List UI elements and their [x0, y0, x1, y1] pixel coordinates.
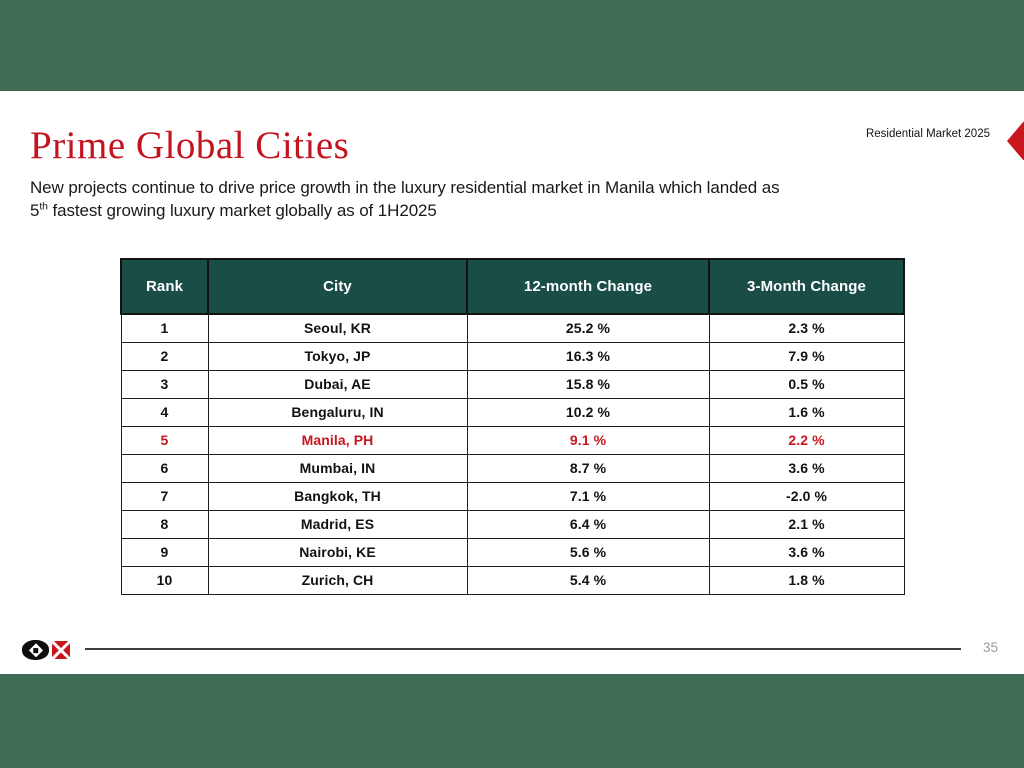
city-cell: Mumbai, IN [207, 453, 468, 483]
city-cell: Bangkok, TH [207, 481, 468, 511]
3month-change-cell: 3.6 % [708, 537, 905, 567]
column-header-12month-change: 12-month Change [466, 258, 710, 315]
rank-cell: 6 [120, 453, 209, 483]
rank-cell: 5 [120, 425, 209, 455]
12month-change-cell: 15.8 % [466, 369, 710, 399]
column-header-rank: Rank [120, 258, 209, 315]
rank-cell: 9 [120, 537, 209, 567]
table-row: 5 Manila, PH 9.1 % 2.2 % [120, 425, 905, 455]
top-green-band [0, 0, 1024, 91]
3month-change-cell: 2.3 % [708, 313, 905, 343]
subtitle-line2-rest: fastest growing luxury market globally a… [47, 200, 437, 220]
table-row: 8 Madrid, ES 6.4 % 2.1 % [120, 509, 905, 539]
page-number: 35 [982, 640, 998, 655]
table-header: Rank City 12-month Change 3-Month Change [120, 258, 905, 315]
city-cell: Bengaluru, IN [207, 397, 468, 427]
12month-change-cell: 5.6 % [466, 537, 710, 567]
city-cell: Seoul, KR [207, 313, 468, 343]
logo-diamond-shape [28, 643, 43, 657]
rank-cell: 4 [120, 397, 209, 427]
rank-cell: 7 [120, 481, 209, 511]
12month-change-cell: 16.3 % [466, 341, 710, 371]
12month-change-cell: 7.1 % [466, 481, 710, 511]
12month-change-cell: 8.7 % [466, 453, 710, 483]
12month-change-cell: 5.4 % [466, 565, 710, 595]
page-title: Prime Global Cities [30, 124, 350, 167]
3month-change-cell: 0.5 % [708, 369, 905, 399]
subtitle-line2-number: 5 [30, 200, 40, 220]
subtitle-line1: New projects continue to drive price gro… [30, 178, 780, 197]
red-arrow-icon [1007, 121, 1024, 161]
bottom-green-band [0, 674, 1024, 768]
cities-table-body: 1 Seoul, KR 25.2 % 2.3 % 2 Tokyo, JP 16.3 % 7.9… [120, 313, 905, 595]
brand-logo-red-icon [52, 641, 70, 659]
column-header-3month-change: 3-Month Change [708, 258, 905, 315]
table-row: 2 Tokyo, JP 16.3 % 7.9 % [120, 341, 905, 371]
footer-divider-line [85, 648, 961, 650]
12month-change-cell: 10.2 % [466, 397, 710, 427]
table-row: 9 Nairobi, KE 5.6 % 3.6 % [120, 537, 905, 567]
city-cell: Tokyo, JP [207, 341, 468, 371]
column-header-city: City [207, 258, 468, 315]
city-cell: Manila, PH [207, 425, 468, 455]
city-cell: Madrid, ES [207, 509, 468, 539]
rank-cell: 8 [120, 509, 209, 539]
cities-table: Rank City 12-month Change 3-Month Change… [120, 258, 905, 595]
report-tag-label: Residential Market 2025 [865, 128, 990, 140]
table-header-row: Rank City 12-month Change 3-Month Change [120, 258, 905, 315]
table-row: 10 Zurich, CH 5.4 % 1.8 % [120, 565, 905, 595]
table-row: 4 Bengaluru, IN 10.2 % 1.6 % [120, 397, 905, 427]
subtitle: New projects continue to drive price gro… [30, 177, 780, 222]
12month-change-cell: 25.2 % [466, 313, 710, 343]
3month-change-cell: 1.8 % [708, 565, 905, 595]
rank-cell: 3 [120, 369, 209, 399]
12month-change-cell: 9.1 % [466, 425, 710, 455]
3month-change-cell: 7.9 % [708, 341, 905, 371]
city-cell: Dubai, AE [207, 369, 468, 399]
rank-cell: 2 [120, 341, 209, 371]
12month-change-cell: 6.4 % [466, 509, 710, 539]
rank-cell: 10 [120, 565, 209, 595]
city-cell: Nairobi, KE [207, 537, 468, 567]
table-row: 7 Bangkok, TH 7.1 % -2.0 % [120, 481, 905, 511]
3month-change-cell: 3.6 % [708, 453, 905, 483]
brand-logo-black-icon [22, 640, 49, 660]
3month-change-cell: 1.6 % [708, 397, 905, 427]
table-row: 3 Dubai, AE 15.8 % 0.5 % [120, 369, 905, 399]
table-row: 6 Mumbai, IN 8.7 % 3.6 % [120, 453, 905, 483]
3month-change-cell: 2.2 % [708, 425, 905, 455]
3month-change-cell: 2.1 % [708, 509, 905, 539]
table-row: 1 Seoul, KR 25.2 % 2.3 % [120, 313, 905, 343]
subtitle-ordinal-suffix: th [39, 199, 48, 212]
rank-cell: 1 [120, 313, 209, 343]
3month-change-cell: -2.0 % [708, 481, 905, 511]
city-cell: Zurich, CH [207, 565, 468, 595]
